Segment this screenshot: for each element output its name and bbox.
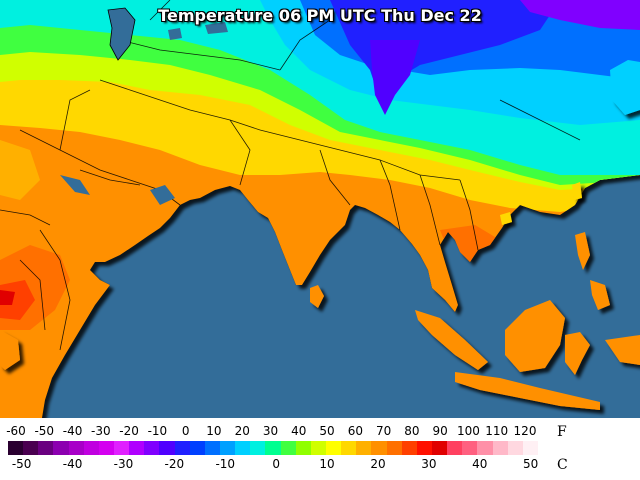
color-swatch [23,441,39,455]
fahrenheit-tick-label: 0 [181,424,190,438]
celsius-tick-label: 40 [472,457,488,471]
color-swatch [83,441,99,455]
fahrenheit-tick-label: -50 [34,424,55,438]
color-swatch [8,441,24,455]
celsius-tick-label: -40 [62,457,83,471]
celsius-tick-label: -10 [215,457,236,471]
celsius-unit-label: C [557,457,568,473]
color-swatch [189,441,205,455]
color-swatch [113,441,130,455]
color-swatch [537,441,554,455]
fahrenheit-tick-label: 10 [206,424,222,438]
color-swatch [219,441,236,455]
fahrenheit-tick-label: 60 [347,424,363,438]
celsius-tick-label: 50 [523,457,539,471]
celsius-tick-label: 10 [319,457,335,471]
color-swatch [98,441,114,455]
celsius-tick-label: -20 [164,457,185,471]
color-swatch [401,441,417,455]
color-scale-bar [8,441,554,455]
fahrenheit-tick-label: 70 [375,424,392,438]
color-swatch [416,441,432,455]
color-swatch [477,441,493,455]
fahrenheit-tick-label: -10 [147,424,168,438]
color-swatch [129,441,145,455]
color-swatch [431,441,448,455]
color-swatch [507,441,523,455]
color-swatch [522,441,538,455]
map-title: Temperature 06 PM UTC Thu Dec 22 [158,6,482,25]
color-swatch [295,441,311,455]
color-swatch [325,441,342,455]
celsius-tick-label: 20 [370,457,386,471]
color-swatch [447,441,463,455]
fahrenheit-tick-label: 80 [404,424,420,438]
color-swatch [53,441,69,455]
color-swatch [68,441,84,455]
fahrenheit-tick-label: -40 [62,424,83,438]
fahrenheit-tick-label: 100 [456,424,480,438]
fahrenheit-tick-label: 30 [262,424,279,438]
color-swatch [386,441,402,455]
color-swatch [174,441,190,455]
fahrenheit-tick-label: 110 [485,424,509,438]
color-swatch [38,441,54,455]
color-swatch [159,441,175,455]
color-swatch [250,441,266,455]
color-swatch [492,441,508,455]
color-swatch [462,441,478,455]
fahrenheit-tick-label: -30 [91,424,111,438]
color-swatch [341,441,357,455]
celsius-tick-label: 0 [272,457,280,471]
color-swatch [310,441,326,455]
color-swatch [371,441,387,455]
map-panel: Temperature 06 PM UTC Thu Dec 22 [0,0,640,418]
celsius-tick-label: -50 [11,457,32,471]
celsius-tick-label: 30 [421,457,437,471]
color-swatch [356,441,372,455]
fahrenheit-tick-label: -20 [119,424,139,438]
fahrenheit-tick-label: 20 [234,424,250,438]
fahrenheit-unit-label: F [557,424,567,440]
color-swatch [235,441,251,455]
color-swatch [144,441,160,455]
fahrenheit-tick-label: -60 [6,424,26,438]
color-swatch [204,441,220,455]
temperature-map [0,0,640,418]
fahrenheit-tick-label: 120 [513,424,537,438]
color-swatch [280,441,296,455]
celsius-tick-label: -30 [113,457,134,471]
fahrenheit-tick-label: 50 [319,424,335,438]
fahrenheit-tick-label: 40 [291,424,307,438]
color-swatch [265,441,281,455]
fahrenheit-tick-label: 90 [432,424,448,438]
